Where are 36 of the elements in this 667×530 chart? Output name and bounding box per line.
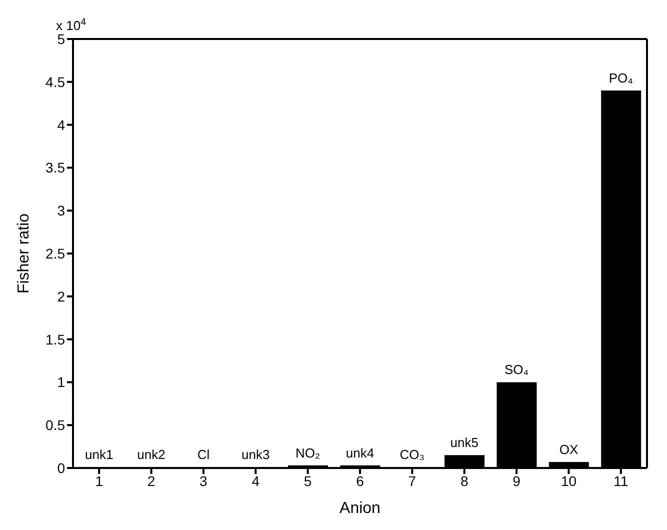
x-axis-title: Anion [340, 500, 380, 517]
y-tick-label: 4.5 [46, 74, 66, 90]
y-tick-label: 3 [57, 202, 66, 219]
annotation: CO₃ [400, 447, 425, 462]
annotation: PO₄ [608, 70, 633, 86]
annotation: unk1 [84, 447, 114, 462]
text: x 10$^{4}$ [56, 16, 87, 33]
x-tick-label: 8 [460, 472, 468, 489]
x-tick-label: 1 [95, 472, 104, 489]
annotation: unk4 [346, 445, 374, 460]
annotation: unk3 [242, 447, 270, 462]
y-axis-title: Fisher ratio [16, 213, 33, 294]
x-tick-label: 6 [356, 472, 364, 489]
y-tick-label: 4 [57, 116, 66, 133]
annotation: unk2 [137, 447, 166, 462]
y-tick-label: 0 [57, 460, 66, 476]
y-tick-label: 1 [57, 374, 66, 390]
y-tick-label: 0.5 [46, 417, 66, 434]
y-tick-label: 2 [57, 288, 66, 304]
y-tick-label: 3.5 [46, 160, 66, 176]
annotation: SO₄ [504, 362, 529, 378]
x-tick-label: 10 [560, 472, 577, 489]
annotation: NO₂ [296, 445, 320, 460]
x-tick-label: 2 [147, 472, 156, 489]
y-tick-label: 5 [57, 30, 66, 47]
x-tick-label: 5 [304, 472, 312, 489]
x-tick-label: 7 [408, 472, 416, 489]
x-tick-label: 3 [200, 472, 208, 489]
x-tick-label: 9 [512, 472, 521, 489]
y-tick-label: 1.5 [46, 331, 66, 348]
annotation: Cl [197, 447, 210, 462]
y-tick-label: 2.5 [46, 245, 66, 262]
x-tick-label: 11 [614, 472, 628, 489]
annotation: OX [559, 442, 578, 457]
annotation: unk5 [450, 435, 478, 450]
x-tick-label: 4 [252, 472, 260, 489]
